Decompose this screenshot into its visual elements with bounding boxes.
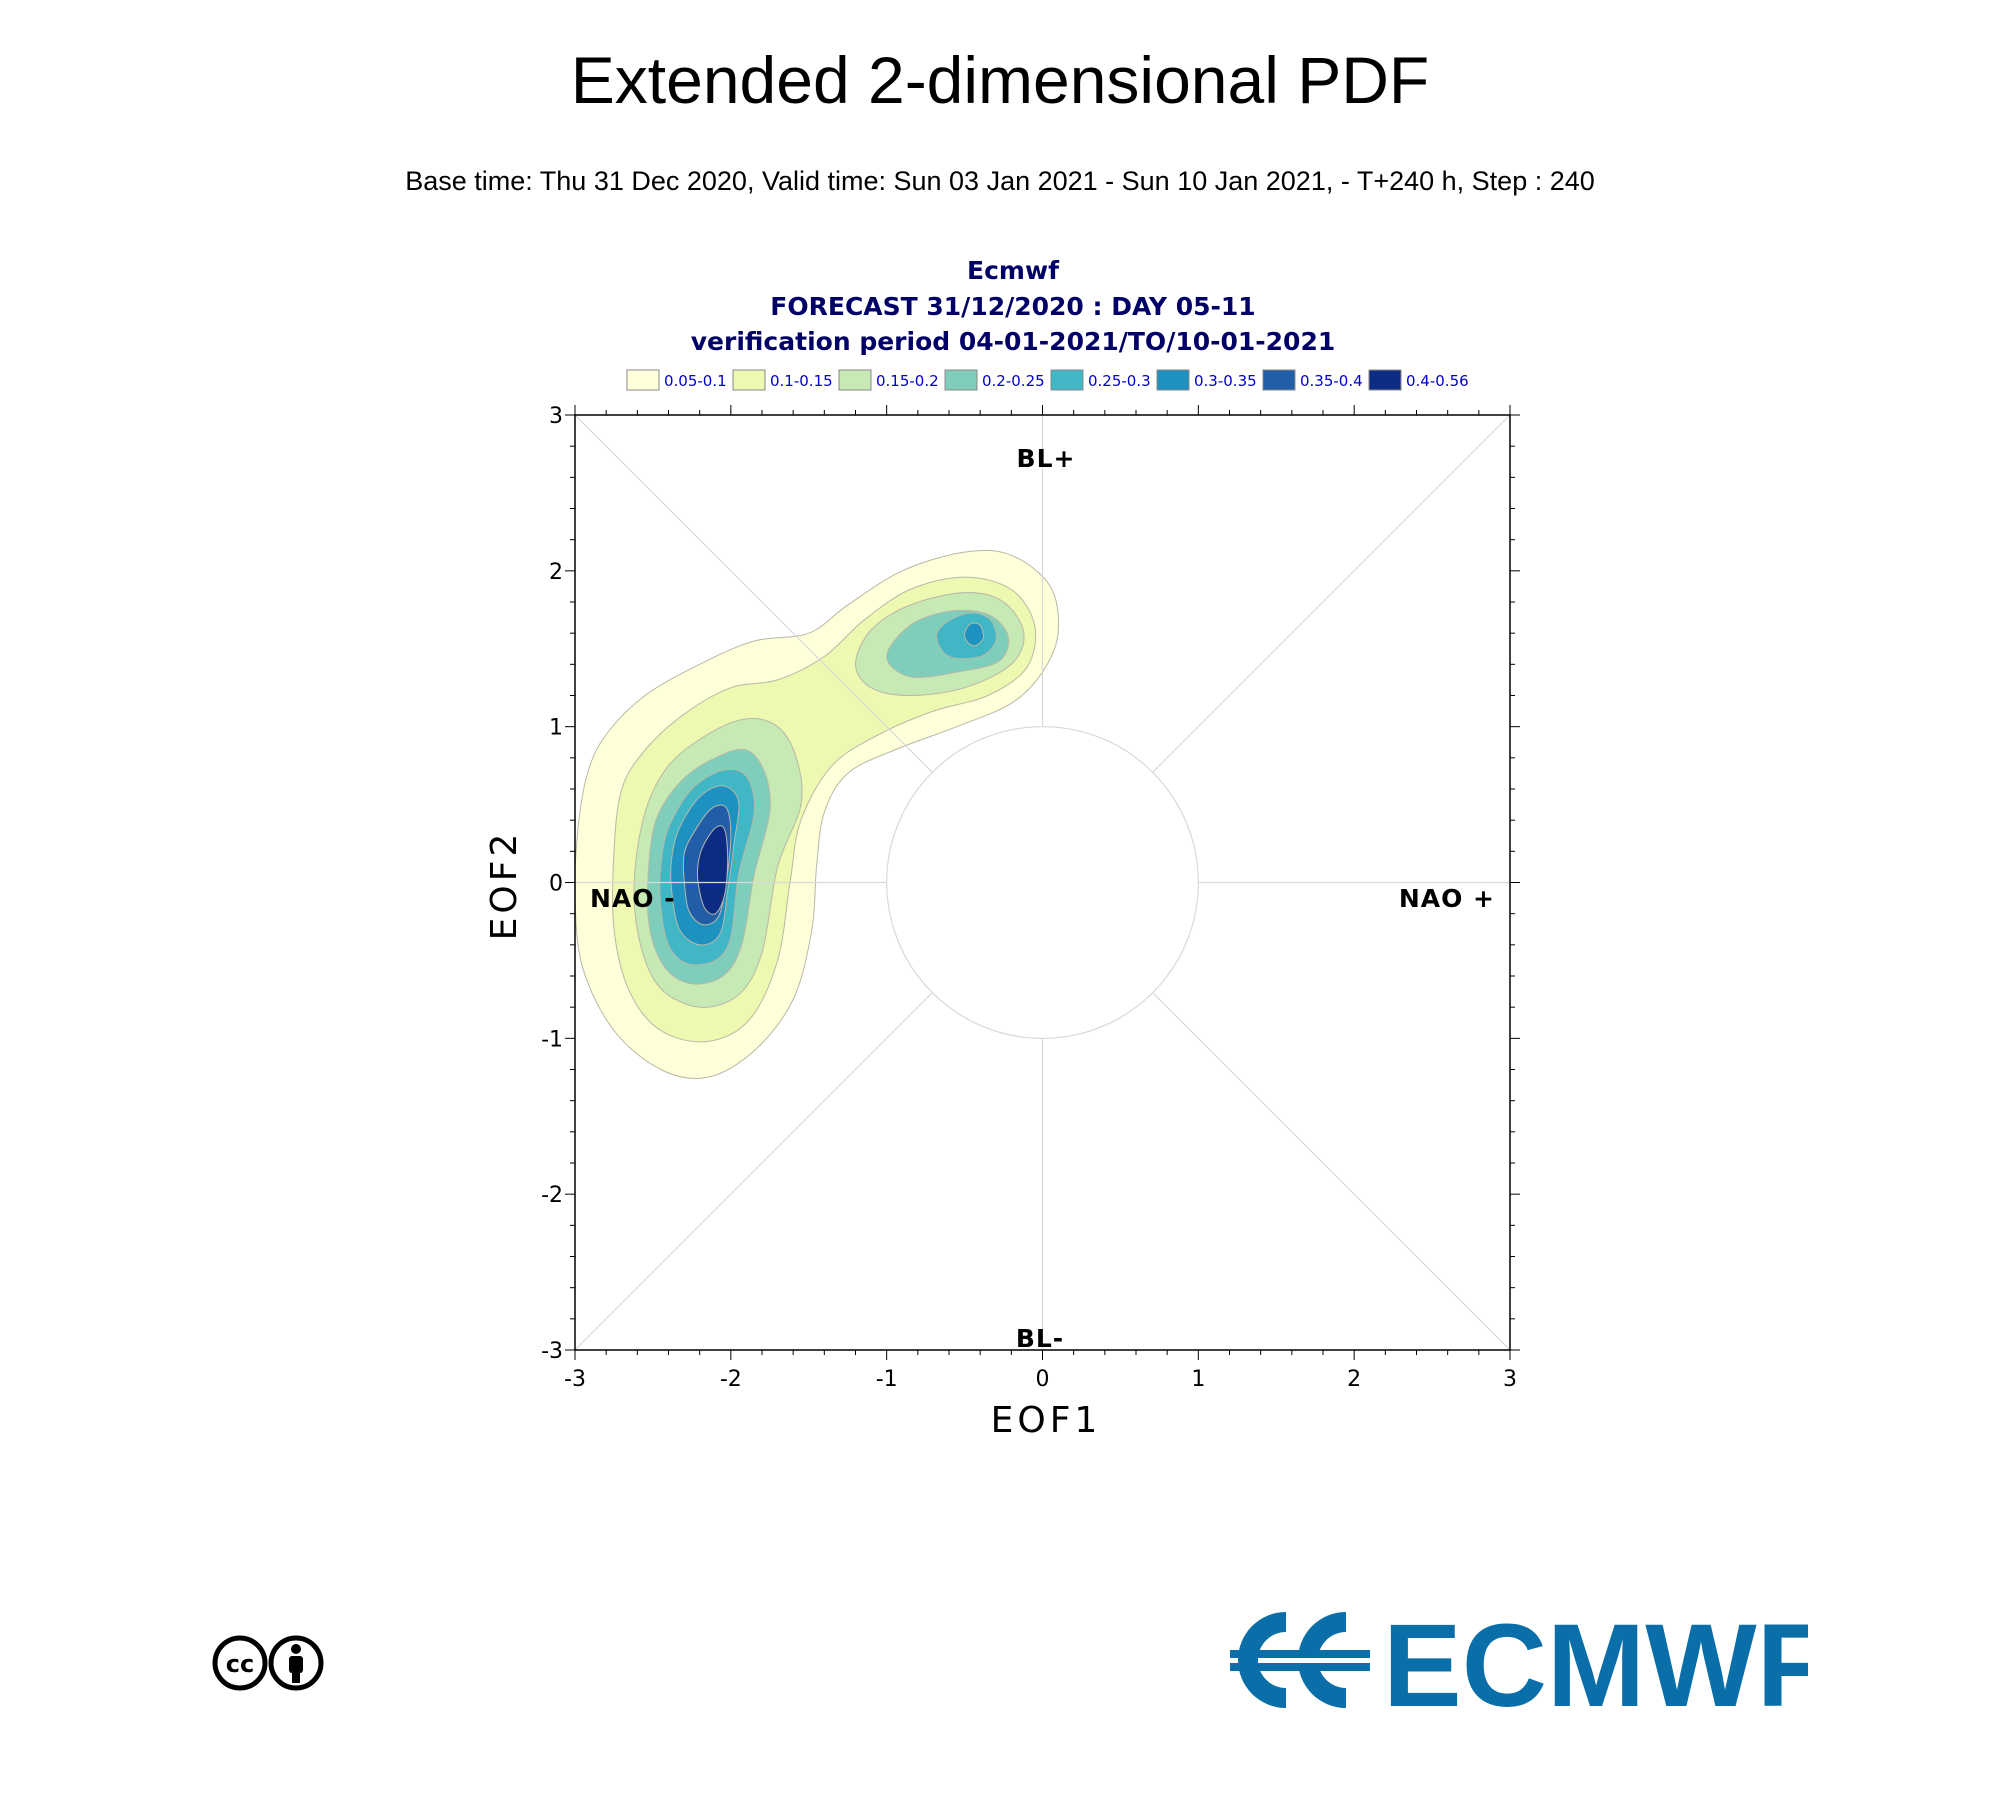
cc-text: cc: [226, 1650, 254, 1678]
x-tick-label: -3: [564, 1367, 586, 1392]
diagonal-se: [1152, 992, 1511, 1351]
plot-area: -3 -2 -1 0 1 2 3 -3 -2 -1 0 1 2 3: [541, 404, 1520, 1392]
regime-bl-minus: BL-: [1016, 1324, 1064, 1353]
regime-bl-plus: BL+: [1017, 444, 1076, 473]
y-tick-label: 3: [549, 404, 563, 429]
plot-title-line3: verification period 04-01-2021/TO/10-01-…: [691, 327, 1335, 356]
y-tick-label: -3: [541, 1339, 563, 1364]
legend-swatch-3: [838, 369, 872, 391]
legend-label-3: 0.15-0.2: [876, 372, 939, 390]
x-tick-label: 2: [1347, 1367, 1361, 1392]
ecmwf-symbol-icon: [1230, 1612, 1378, 1708]
axes: -3 -2 -1 0 1 2 3 -3 -2 -1 0 1 2 3: [541, 404, 1520, 1392]
legend-swatch-6: [1156, 369, 1190, 391]
diagonal-sw: [574, 992, 933, 1351]
legend-swatch-1: [626, 369, 660, 391]
density-contours: [574, 549, 1060, 1079]
x-tick-label: 3: [1503, 1367, 1517, 1392]
contour-level-8-11: [696, 825, 729, 915]
y-tick-label: -2: [541, 1183, 563, 1208]
ecmwf-wordmark: ECMWF: [1383, 1600, 1808, 1720]
legend-swatch-5: [1050, 369, 1084, 391]
y-tick-label: -1: [541, 1027, 563, 1052]
x-tick-label: 1: [1191, 1367, 1205, 1392]
legend: 0.05-0.1 0.1-0.15 0.15-0.2 0.2-0.25 0.25-0.3…: [626, 369, 1469, 391]
legend-label-5: 0.25-0.3: [1088, 372, 1151, 390]
regime-nao-plus: NAO +: [1399, 884, 1495, 913]
diagonal-ne: [1152, 414, 1511, 773]
legend-label-1: 0.05-0.1: [664, 372, 727, 390]
legend-label-2: 0.1-0.15: [770, 372, 833, 390]
page-title: Extended 2-dimensional PDF: [570, 43, 1430, 117]
y-tick-label: 1: [549, 716, 563, 741]
grid: [574, 414, 1511, 1351]
contour-level-6-9: [964, 622, 984, 647]
plot-title-line2: FORECAST 31/12/2020 : DAY 05-11: [770, 292, 1255, 321]
legend-swatch-7: [1262, 369, 1296, 391]
regime-nao-minus: NAO -: [590, 884, 676, 913]
x-tick-label: 0: [1036, 1367, 1050, 1392]
page-subtitle: Base time: Thu 31 Dec 2020, Valid time: …: [405, 166, 1595, 196]
pdf-chart: Ecmwf FORECAST 31/12/2020 : DAY 05-11 ve…: [484, 256, 1520, 1441]
y-tick-label: 0: [549, 872, 563, 897]
y-tick-label: 2: [549, 560, 563, 585]
legend-label-4: 0.2-0.25: [982, 372, 1045, 390]
legend-label-6: 0.3-0.35: [1194, 372, 1257, 390]
ecmwf-logo: ECMWF: [1230, 1600, 1808, 1720]
diagonal-nw: [574, 414, 933, 773]
legend-swatch-8: [1368, 369, 1402, 391]
legend-label-8: 0.4-0.56: [1406, 372, 1469, 390]
plot-title-line1: Ecmwf: [967, 256, 1060, 285]
legend-label-7: 0.35-0.4: [1300, 372, 1363, 390]
legend-swatch-2: [732, 369, 766, 391]
unit-circle: [886, 726, 1199, 1039]
x-axis-title: EOF1: [991, 1400, 1102, 1441]
y-axis-title: EOF2: [484, 830, 525, 941]
x-tick-label: -2: [720, 1367, 742, 1392]
x-tick-label: -1: [876, 1367, 898, 1392]
legend-swatch-4: [944, 369, 978, 391]
creative-commons-icon: cc: [212, 1635, 324, 1691]
